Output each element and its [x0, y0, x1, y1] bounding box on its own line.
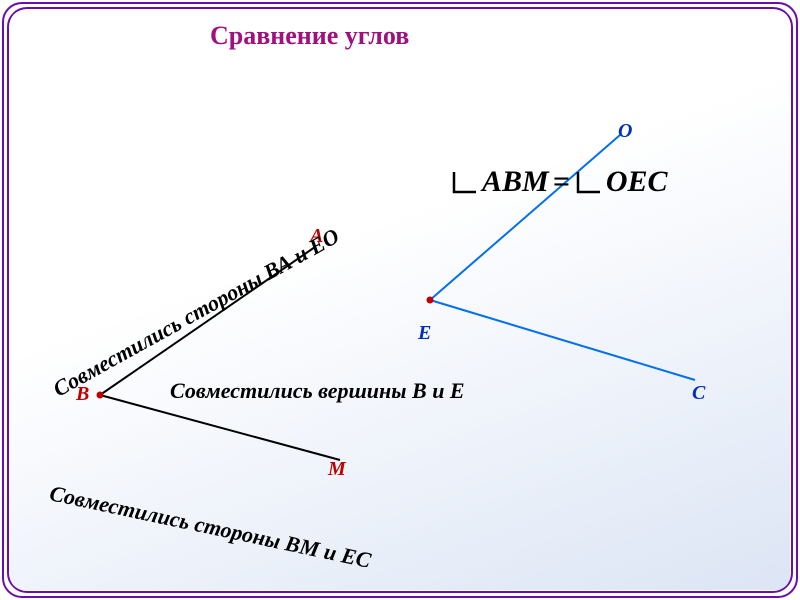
point-label-C: С	[692, 382, 705, 405]
equals-sign: =	[553, 165, 570, 199]
angle-icon	[574, 168, 602, 196]
point-label-M: М	[328, 458, 346, 481]
point-label-O: О	[618, 120, 632, 143]
angle-equation: АВМ = ОЕС	[450, 165, 668, 199]
ray-BM	[100, 395, 340, 460]
point-label-E: Е	[418, 322, 431, 345]
equation-left: АВМ	[482, 165, 549, 199]
vertex-E-dot	[427, 297, 434, 304]
label-vertices-BE: Совместились вершины В и Е	[170, 378, 465, 404]
ray-EO	[430, 135, 620, 300]
ray-EC	[430, 300, 695, 380]
angle-icon	[450, 168, 478, 196]
equation-right: ОЕС	[606, 165, 668, 199]
vertex-B-dot	[97, 392, 104, 399]
